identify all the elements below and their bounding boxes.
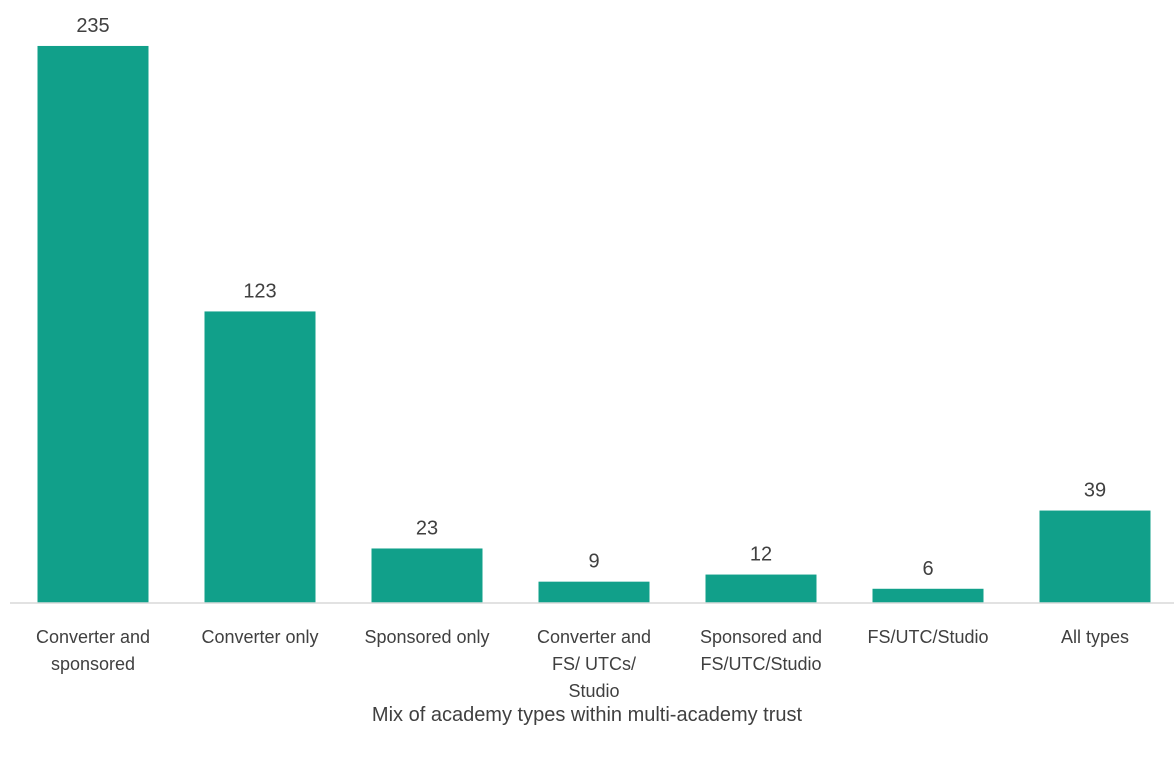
bar [705,574,817,603]
data-label: 12 [750,544,772,566]
x-tick-label: All types [1060,627,1130,647]
x-axis-title: Mix of academy types within multi-academ… [371,704,803,726]
bar [204,311,316,603]
data-label: 6 [922,558,933,580]
bar [872,588,984,603]
bar [538,581,650,603]
x-tick-label: Sponsored and FS/UTC/Studio [699,627,823,674]
x-tick-label: Converter and sponsored [35,627,151,674]
data-label: 9 [588,551,599,573]
x-tick-label: Converter only [201,627,319,647]
x-tick-label: FS/UTC/Studio [867,627,989,647]
x-tick-label: Converter and FS/ UTCs/ Studio [536,627,652,701]
data-label: 235 [76,15,109,37]
x-tick-label: Sponsored only [364,627,490,647]
data-label: 123 [243,280,276,302]
data-label: 39 [1084,480,1106,502]
bar [371,548,483,603]
bar [37,45,149,604]
bar [1039,510,1151,603]
data-label: 23 [416,517,438,539]
